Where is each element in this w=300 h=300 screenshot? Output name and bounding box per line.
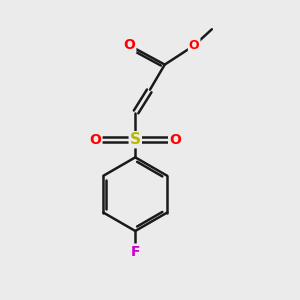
Text: F: F	[130, 244, 140, 259]
Text: O: O	[90, 133, 101, 147]
Text: O: O	[189, 39, 200, 52]
Text: O: O	[124, 38, 135, 52]
Text: O: O	[169, 133, 181, 147]
Text: S: S	[130, 132, 141, 147]
